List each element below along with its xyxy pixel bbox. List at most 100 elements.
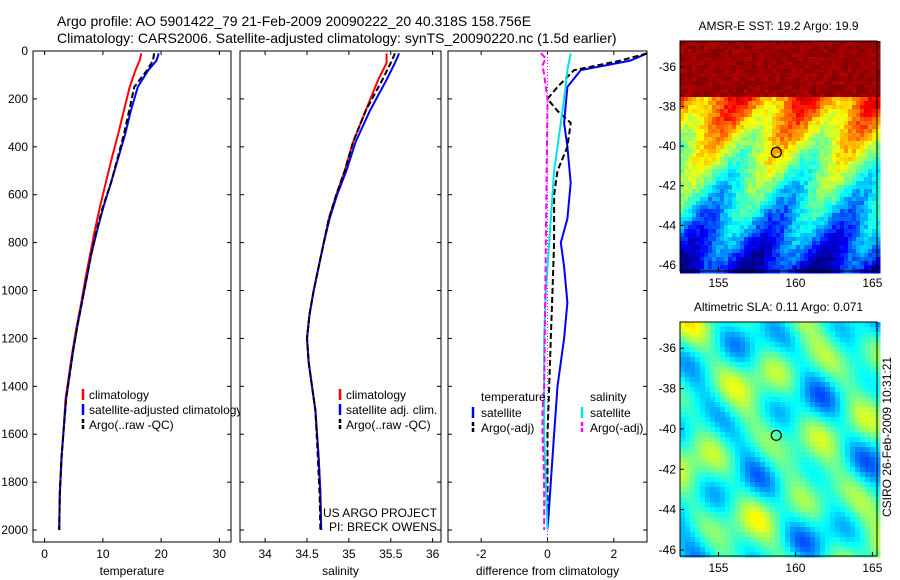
heatmap-cell bbox=[784, 177, 789, 182]
x-tick-label: 155 bbox=[708, 276, 728, 290]
heatmap-cell bbox=[685, 547, 691, 553]
heatmap-cell bbox=[780, 57, 785, 62]
heatmap-cell bbox=[784, 65, 789, 70]
heatmap-cell bbox=[740, 257, 745, 262]
heatmap-cell bbox=[728, 57, 733, 62]
heatmap-cell bbox=[772, 65, 777, 70]
heatmap-cell bbox=[856, 233, 861, 238]
heatmap-cell bbox=[804, 77, 809, 82]
heatmap-cell bbox=[848, 189, 853, 194]
x-axis-label: difference from climatology bbox=[476, 564, 619, 578]
heatmap-cell bbox=[792, 161, 797, 166]
heatmap-cell bbox=[812, 117, 817, 122]
heatmap-cell bbox=[770, 492, 776, 498]
heatmap-cell bbox=[795, 422, 801, 428]
heatmap-cell bbox=[728, 77, 733, 82]
heatmap-cell bbox=[760, 61, 765, 66]
heatmap-cell bbox=[752, 133, 757, 138]
heatmap-cell bbox=[732, 189, 737, 194]
heatmap-cell bbox=[770, 432, 776, 438]
heatmap-cell bbox=[680, 257, 685, 262]
heatmap-cell bbox=[865, 552, 871, 558]
heatmap-cell bbox=[785, 457, 791, 463]
heatmap-cell bbox=[768, 73, 773, 78]
heatmap-cell bbox=[752, 65, 757, 70]
heatmap-cell bbox=[836, 189, 841, 194]
heatmap-cell bbox=[732, 81, 737, 86]
heatmap-cell bbox=[816, 193, 821, 198]
heatmap-cell bbox=[735, 467, 741, 473]
heatmap-cell bbox=[730, 362, 736, 368]
heatmap-cell bbox=[795, 322, 801, 328]
heatmap-cell bbox=[812, 233, 817, 238]
heatmap-cell bbox=[708, 101, 713, 106]
heatmap-cell bbox=[740, 532, 746, 538]
heatmap-cell bbox=[780, 387, 786, 393]
heatmap-cell bbox=[876, 109, 881, 114]
heatmap-cell bbox=[688, 221, 693, 226]
heatmap-cell bbox=[755, 552, 761, 558]
heatmap-cell bbox=[850, 427, 856, 433]
heatmap-cell bbox=[860, 392, 866, 398]
heatmap-cell bbox=[745, 387, 751, 393]
heatmap-cell bbox=[784, 173, 789, 178]
heatmap-cell bbox=[830, 367, 836, 373]
heatmap-cell bbox=[792, 193, 797, 198]
heatmap-cell bbox=[770, 532, 776, 538]
heatmap-cell bbox=[855, 357, 861, 363]
heatmap-cell bbox=[788, 125, 793, 130]
heatmap-cell bbox=[824, 229, 829, 234]
heatmap-cell bbox=[715, 527, 721, 533]
heatmap-cell bbox=[735, 362, 741, 368]
heatmap-cell bbox=[732, 249, 737, 254]
heatmap-cell bbox=[820, 69, 825, 74]
heatmap-cell bbox=[828, 101, 833, 106]
heatmap-cell bbox=[804, 205, 809, 210]
heatmap-cell bbox=[804, 189, 809, 194]
heatmap-cell bbox=[836, 217, 841, 222]
heatmap-cell bbox=[730, 462, 736, 468]
heatmap-cell bbox=[756, 49, 761, 54]
heatmap-cell bbox=[728, 229, 733, 234]
heatmap-cell bbox=[868, 181, 873, 186]
heatmap-cell bbox=[744, 129, 749, 134]
heatmap-cell bbox=[800, 69, 805, 74]
heatmap-cell bbox=[872, 189, 877, 194]
heatmap-cell bbox=[680, 422, 686, 428]
heatmap-cell bbox=[725, 507, 731, 513]
heatmap-cell bbox=[724, 193, 729, 198]
heatmap-cell bbox=[844, 153, 849, 158]
heatmap-cell bbox=[776, 153, 781, 158]
heatmap-cell bbox=[808, 89, 813, 94]
heatmap-cell bbox=[704, 137, 709, 142]
heatmap-cell bbox=[815, 337, 821, 343]
heatmap-cell bbox=[820, 452, 826, 458]
heatmap-cell bbox=[700, 452, 706, 458]
heatmap-cell bbox=[724, 177, 729, 182]
heatmap-cell bbox=[772, 185, 777, 190]
heatmap-cell bbox=[824, 113, 829, 118]
heatmap-cell bbox=[820, 117, 825, 122]
heatmap-cell bbox=[720, 392, 726, 398]
heatmap-cell bbox=[745, 522, 751, 528]
heatmap-cell bbox=[868, 45, 873, 50]
heatmap-cell bbox=[724, 65, 729, 70]
heatmap-cell bbox=[680, 153, 685, 158]
heatmap-cell bbox=[820, 197, 825, 202]
heatmap-cell bbox=[792, 225, 797, 230]
heatmap-cell bbox=[812, 249, 817, 254]
heatmap-cell bbox=[780, 467, 786, 473]
heatmap-cell bbox=[784, 261, 789, 266]
heatmap-cell bbox=[820, 257, 825, 262]
heatmap-cell bbox=[715, 407, 721, 413]
heatmap-cell bbox=[780, 201, 785, 206]
heatmap-cell bbox=[830, 497, 836, 503]
heatmap-cell bbox=[724, 89, 729, 94]
heatmap-cell bbox=[712, 193, 717, 198]
heatmap-cell bbox=[855, 402, 861, 408]
heatmap-cell bbox=[804, 105, 809, 110]
heatmap-cell bbox=[685, 552, 691, 558]
heatmap-cell bbox=[805, 527, 811, 533]
heatmap-cell bbox=[848, 49, 853, 54]
heatmap-cell bbox=[716, 201, 721, 206]
